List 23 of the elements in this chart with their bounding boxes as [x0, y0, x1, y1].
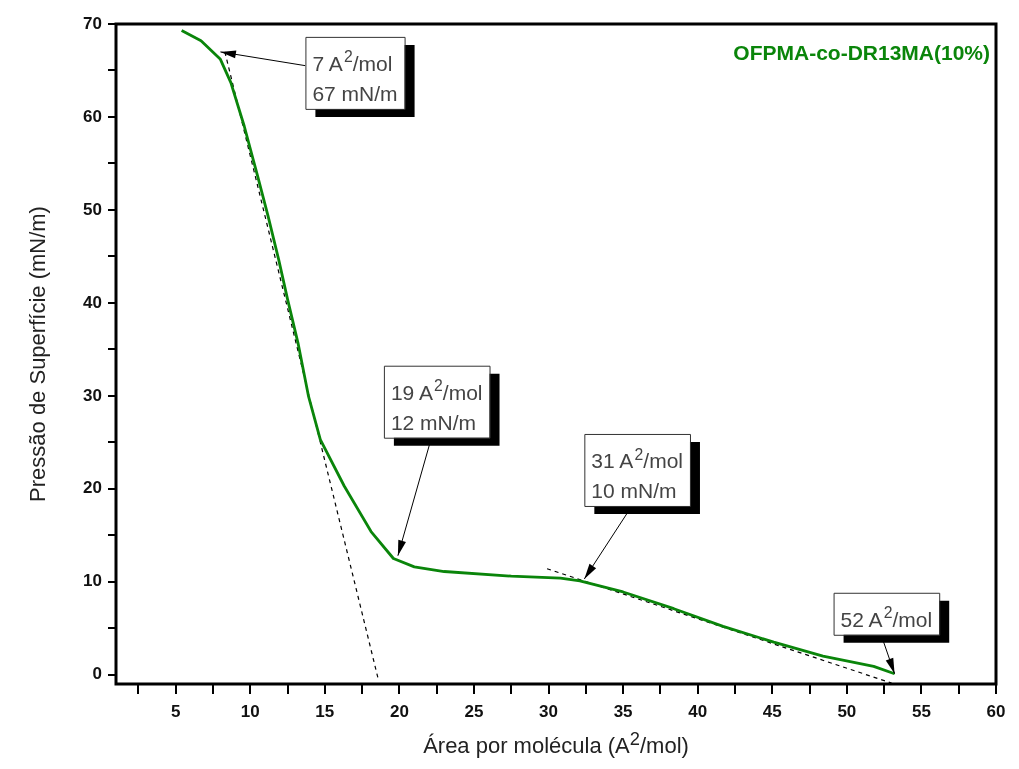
x-tick-label: 50: [837, 701, 857, 721]
x-tick-label: 20: [389, 701, 409, 721]
y-tick-label: 40: [83, 292, 102, 312]
x-tick-label: 60: [986, 701, 1006, 721]
x-tick-label: 30: [539, 701, 558, 721]
y-tick-label: 30: [83, 385, 102, 405]
x-tick-label: 40: [688, 701, 708, 721]
x-tick-label: 45: [762, 701, 782, 721]
x-tick-label: 55: [911, 701, 931, 721]
y-tick-label: 0: [92, 664, 102, 684]
y-axis-title: Pressão de Superfície (mN/m): [25, 206, 51, 502]
text: OFPMA-co-DR13MA(10%): [733, 41, 990, 65]
x-tick-label: 10: [240, 701, 260, 721]
y-tick-label: 10: [83, 571, 102, 591]
x-axis-title: Área por molécula (A$^{2}$/mol): [422, 728, 690, 760]
y-tick-label: 20: [83, 478, 102, 498]
y-tick-label: 70: [83, 13, 102, 33]
y-tick-label: 50: [83, 199, 102, 219]
y-tick-label: 60: [83, 106, 102, 126]
x-tick-label: 25: [464, 701, 484, 721]
x-tick-label: 15: [315, 701, 335, 721]
x-tick-label: 5: [170, 701, 181, 721]
x-tick-label: 35: [613, 701, 633, 721]
